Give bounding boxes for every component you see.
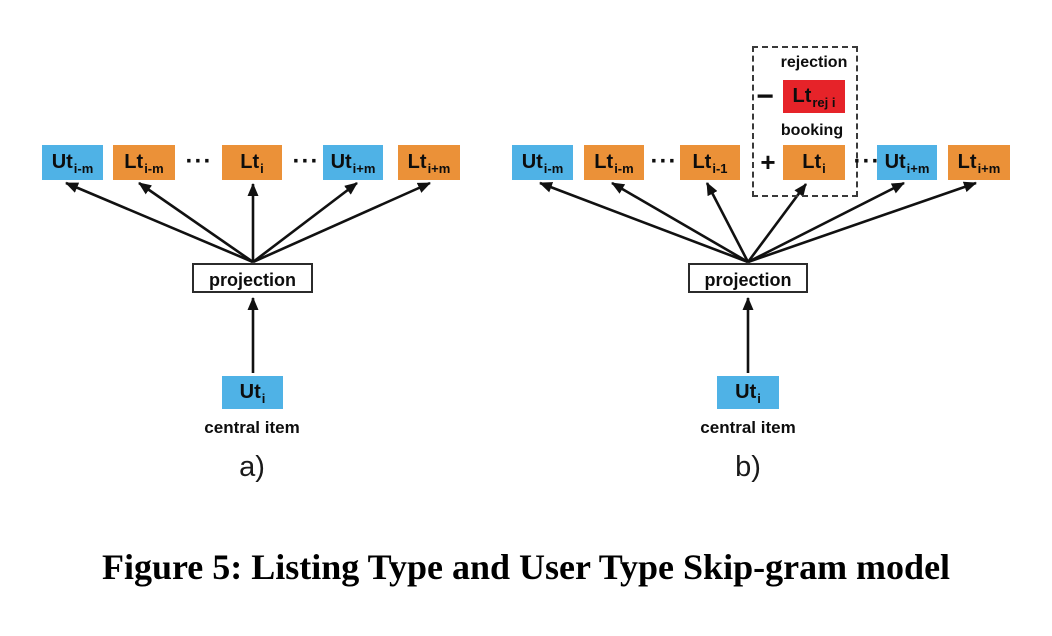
box-base: Lt	[802, 151, 822, 173]
box-a-lt-i: Lti	[222, 145, 282, 180]
minus-sign: −	[756, 80, 774, 113]
rejection-label: rejection	[780, 54, 848, 71]
panel-label-a: a)	[239, 451, 265, 483]
box-subscript: i+m	[352, 161, 376, 176]
box-b-lt-i-plus-m: Lti+m	[948, 145, 1010, 180]
box-b-lt-i-minus-1: Lti-1	[680, 145, 740, 180]
box-a-lt-i-plus-m: Lti+m	[398, 145, 460, 180]
central-box-a: Uti	[222, 376, 283, 409]
box-base: Lt	[792, 85, 812, 107]
box-base: Lt	[124, 151, 144, 173]
box-subscript: i	[260, 161, 264, 176]
box-base: Ut	[51, 151, 73, 173]
box-b-lt-i-minus-m: Lti-m	[584, 145, 644, 180]
plus-sign: +	[760, 147, 776, 177]
box-base: Lt	[957, 151, 977, 173]
booking-label: booking	[780, 122, 844, 139]
box-subscript: i	[757, 391, 761, 406]
box-b-ut-i-plus-m: Uti+m	[877, 145, 937, 180]
box-b-lt-i-booking: Lti	[783, 145, 845, 180]
box-subscript: rej i	[812, 95, 836, 110]
box-subscript: i+m	[977, 161, 1001, 176]
ellipsis: ···	[292, 148, 320, 175]
box-a-ut-i-minus-m: Uti-m	[42, 145, 103, 180]
ellipsis: ···	[853, 148, 881, 175]
box-base: Lt	[407, 151, 427, 173]
box-base: Ut	[330, 151, 352, 173]
box-base: Lt	[692, 151, 712, 173]
box-b-ut-i-minus-m: Uti-m	[512, 145, 573, 180]
box-subscript: i+m	[427, 161, 451, 176]
ellipsis: ···	[650, 148, 678, 175]
central-box-b: Uti	[717, 376, 779, 409]
box-base: Lt	[240, 151, 260, 173]
box-subscript: i+m	[906, 161, 930, 176]
box-base: Ut	[735, 381, 757, 403]
box-subscript: i	[261, 391, 266, 406]
box-subscript: i-m	[543, 161, 564, 176]
figure-caption: Figure 5: Listing Type and User Type Ski…	[101, 547, 951, 587]
box-subscript: i	[822, 161, 826, 176]
box-subscript: i-m	[73, 161, 94, 176]
box-a-ut-i-plus-m: Uti+m	[323, 145, 383, 180]
box-subscript: i-m	[614, 161, 634, 176]
box-subscript: i-1	[712, 161, 728, 176]
ellipsis: ···	[185, 148, 213, 175]
central-item-label-b: central item	[700, 418, 796, 437]
box-base: Lt	[594, 151, 614, 173]
box-a-lt-i-minus-m: Lti-m	[113, 145, 175, 180]
projection-box-a: projection	[192, 263, 313, 293]
box-base: Ut	[884, 151, 906, 173]
box-base: Ut	[239, 381, 261, 403]
booking-rejection-context-box	[752, 46, 858, 197]
box-subscript: i-m	[144, 161, 164, 176]
central-item-label-a: central item	[204, 418, 300, 437]
rejection-box-lt-rej-i: Ltrej i	[783, 80, 845, 113]
box-base: Ut	[521, 151, 543, 173]
panel-label-b: b)	[735, 451, 761, 483]
projection-box-b: projection	[688, 263, 808, 293]
